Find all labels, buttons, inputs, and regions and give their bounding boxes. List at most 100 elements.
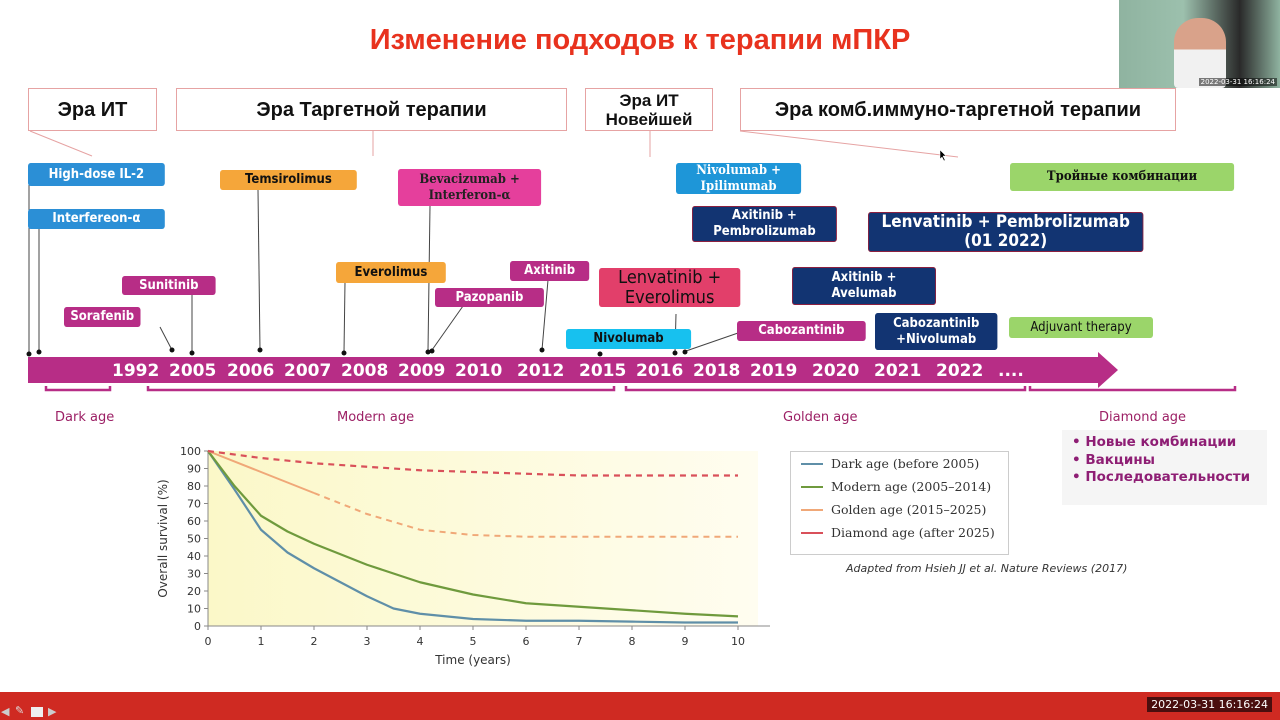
era-newest-immunotherapy: Эра ИТ Новейшей (585, 88, 713, 131)
y-tick-label: 80 (187, 480, 201, 493)
legend-label: Diamond age (after 2025) (831, 525, 995, 540)
label-line: Everolimus (624, 286, 715, 308)
x-tick-label: 6 (523, 635, 530, 648)
series-line-dark (207, 450, 738, 624)
label-line: Axitinib + (831, 270, 897, 285)
legend-label: Modern age (2005–2014) (831, 479, 992, 494)
webcam-video: 2022-03-31 16:16:24 (1119, 0, 1280, 88)
bullet-item: • Вакцины (1072, 451, 1155, 468)
drug-pazopanib: Pazopanib (435, 288, 544, 307)
legend-item: Modern age (2005–2014) (791, 475, 1008, 498)
x-tick-label: 2 (311, 635, 318, 648)
legend-item: Diamond age (after 2025) (791, 521, 1008, 544)
x-axis-label: Time (years) (434, 653, 511, 667)
citation: Adapted from Hsieh JJ et al. Nature Revi… (846, 562, 1128, 575)
diamond-age-bullets: • Новые комбинации • Вакцины • Последова… (1062, 430, 1267, 505)
year-label: 2012 (517, 361, 565, 381)
label-line: Lenvatinib + (618, 266, 722, 288)
y-tick-label: 90 (187, 463, 201, 476)
drug-axitinib: Axitinib (510, 261, 590, 281)
year-label: 2020 (812, 361, 860, 381)
drug-axitinib-avelumab: Axitinib + Avelumab (792, 267, 936, 305)
drug-temsirolimus: Temsirolimus (220, 170, 357, 190)
label-line: Interferon-α (428, 187, 511, 203)
label-line: Pembrolizumab (713, 224, 816, 239)
adjuvant-therapy: Adjuvant therapy (1009, 317, 1153, 338)
year-label: 2008 (341, 361, 389, 381)
x-tick-label: 1 (258, 635, 265, 648)
drug-interferon-alpha: Interfereon-α (28, 209, 165, 229)
y-tick-label: 10 (187, 603, 201, 616)
x-tick-label: 7 (576, 635, 583, 648)
y-tick-label: 30 (187, 568, 201, 581)
webcam-timestamp: 2022-03-31 16:16:24 (1198, 78, 1277, 86)
year-label: .... (998, 361, 1024, 381)
year-label: 2006 (227, 361, 275, 381)
age-modern: Modern age (337, 410, 415, 425)
year-label: 2021 (874, 361, 922, 381)
age-golden: Golden age (783, 410, 858, 425)
era-targeted: Эра Таргетной терапии (176, 88, 567, 131)
pen-icon[interactable]: ✎ (15, 704, 25, 717)
drug-cabozantinib-nivolumab: Cabozantinib +Nivolumab (875, 313, 998, 350)
mouse-cursor-icon (939, 149, 947, 162)
series-line-golden-observed (207, 450, 315, 494)
year-label: 2010 (455, 361, 503, 381)
drug-nivolumab-ipilimumab: Nivolumab + Ipilimumab (676, 163, 802, 194)
legend-item: Dark age (before 2005) (791, 452, 1008, 475)
callout-lines (26, 130, 1237, 392)
bullet-text: Новые комбинации (1085, 434, 1237, 450)
x-tick-label: 5 (470, 635, 477, 648)
label-line: (01 2022) (964, 231, 1048, 251)
timestamp: 2022-03-31 16:16:24 (1147, 697, 1272, 712)
y-tick-label: 0 (194, 620, 201, 633)
plot-area (208, 451, 758, 626)
legend-label: Golden age (2015–2025) (831, 502, 987, 517)
prev-slide-icon[interactable]: ◀ (1, 705, 10, 718)
year-label: 2016 (636, 361, 684, 381)
label-line: Avelumab (831, 286, 897, 301)
label-line: Nivolumab + (696, 163, 781, 178)
y-axis-label: Overall survival (%) (156, 479, 170, 597)
y-tick-label: 70 (187, 498, 201, 511)
series-line-diamond (207, 449, 738, 477)
year-label: 2007 (284, 361, 332, 381)
x-tick-label: 9 (682, 635, 689, 648)
drug-sorafenib: Sorafenib (64, 307, 141, 327)
drug-sunitinib: Sunitinib (122, 276, 216, 295)
bullet-text: Последовательности (1085, 469, 1251, 485)
era-combo: Эра комб.иммуно-таргетной терапии (740, 88, 1176, 131)
drug-bevacizumab-interferon: Bevacizumab + Interferon-α (398, 169, 542, 206)
year-label: 2015 (579, 361, 627, 381)
age-diamond: Diamond age (1099, 410, 1187, 425)
bullet-item: • Последовательности (1072, 469, 1251, 485)
year-label: 2005 (169, 361, 217, 381)
year-label: 2019 (750, 361, 798, 381)
x-tick-label: 0 (205, 635, 212, 648)
drug-nivolumab: Nivolumab (566, 329, 692, 349)
label-line: Lenvatinib + Pembrolizumab (881, 212, 1130, 232)
y-tick-label: 40 (187, 550, 201, 563)
drug-everolimus: Everolimus (336, 262, 446, 283)
y-tick-label: 20 (187, 585, 201, 598)
next-slide-icon[interactable]: ▶ (48, 705, 57, 718)
timeline-arrow (28, 352, 1118, 388)
label-line: Ipilimumab (700, 178, 777, 194)
year-label: 1992 (112, 361, 160, 381)
slide-title: Изменение подходов к терапии мПКР (369, 24, 911, 56)
label-line: Axitinib + (732, 208, 797, 223)
slides-icon[interactable] (31, 707, 43, 717)
year-label: 2018 (693, 361, 741, 381)
chart-legend: Dark age (before 2005) Modern age (2005–… (790, 451, 1009, 555)
x-tick-label: 3 (364, 635, 371, 648)
y-tick-label: 60 (187, 515, 201, 528)
legend-label: Dark age (before 2005) (831, 456, 980, 471)
drug-lenvatinib-pembrolizumab: Lenvatinib + Pembrolizumab (01 2022) (868, 212, 1144, 252)
label-line: Bevacizumab + (419, 171, 520, 187)
drug-lenvatinib-everolimus: Lenvatinib + Everolimus (599, 266, 741, 308)
presenter (1174, 18, 1226, 88)
series-line-modern (207, 450, 739, 618)
triple-combinations: Тройные комбинации (1010, 163, 1235, 191)
year-label: 2009 (398, 361, 446, 381)
